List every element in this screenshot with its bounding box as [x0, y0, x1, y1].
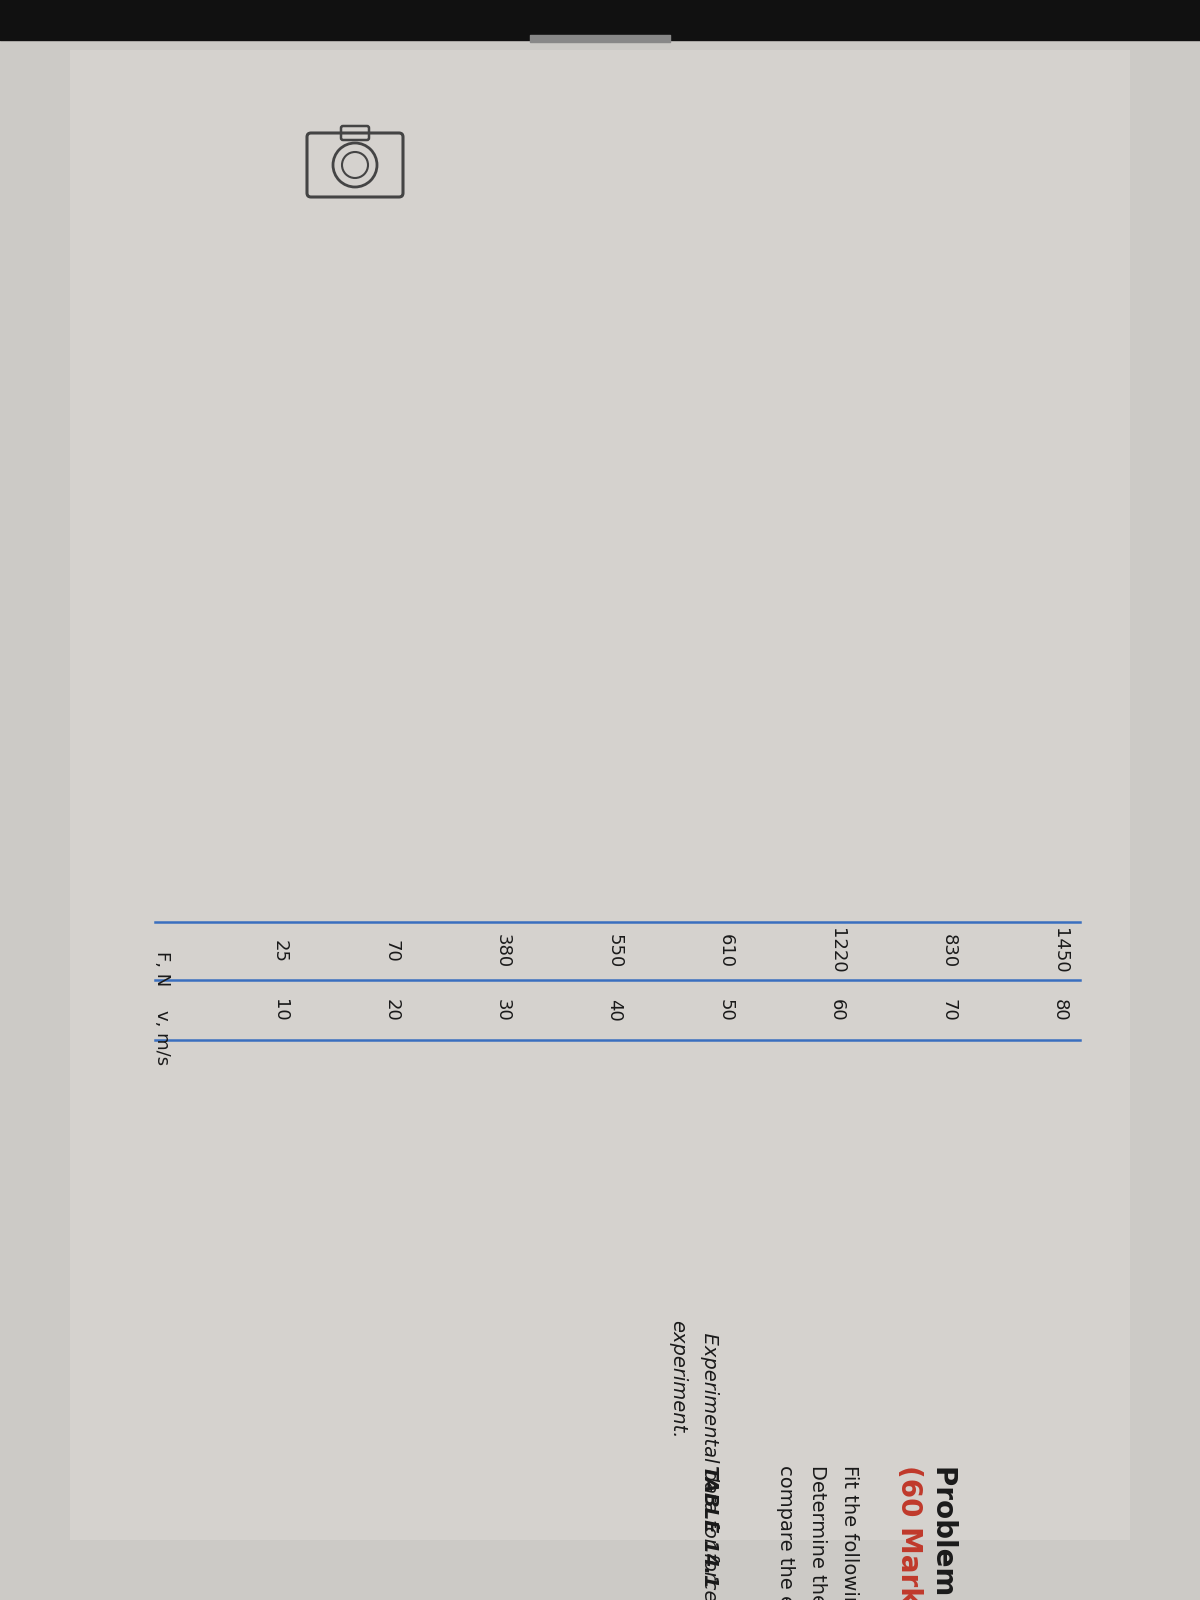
Text: 70: 70 [383, 939, 401, 962]
Text: 50: 50 [716, 998, 734, 1021]
Text: Problem 2: Problem 2 [930, 1466, 958, 1600]
Text: compare the efficiency of each method.: compare the efficiency of each method. [776, 1466, 796, 1600]
Text: experiment.: experiment. [668, 1320, 686, 1438]
Text: 830: 830 [940, 934, 958, 968]
Text: Experimental data for force (N) and velocity (m/s) from a wind tunnel: Experimental data for force (N) and velo… [700, 1320, 719, 1600]
Text: 10: 10 [271, 998, 289, 1021]
Text: Fit the following dataset from Table 14.1 by linear, and second order polynomial: Fit the following dataset from Table 14.… [840, 1466, 859, 1600]
Text: v, m/s: v, m/s [154, 1010, 172, 1066]
Text: 1220: 1220 [828, 928, 846, 974]
Text: Determine the correlation of determinant and coefficient for each fitted model e: Determine the correlation of determinant… [808, 1466, 827, 1600]
Text: F, N: F, N [154, 950, 172, 986]
Bar [70, 50, 1130, 1539]
Text: 30: 30 [494, 998, 512, 1021]
Text: 380: 380 [494, 934, 512, 968]
Text: 25: 25 [271, 939, 289, 963]
Text: 40: 40 [605, 998, 623, 1021]
Text: 550: 550 [605, 934, 623, 968]
Text: TABLE 14.1: TABLE 14.1 [700, 1466, 719, 1587]
Text: 60: 60 [828, 998, 846, 1021]
Text: 80: 80 [1051, 998, 1069, 1021]
Text: 20: 20 [383, 998, 401, 1021]
Text: 70: 70 [940, 998, 958, 1021]
Text: 610: 610 [716, 934, 734, 968]
Text: (60 Marks):: (60 Marks): [895, 1466, 923, 1600]
Text: 1450: 1450 [1051, 928, 1069, 974]
